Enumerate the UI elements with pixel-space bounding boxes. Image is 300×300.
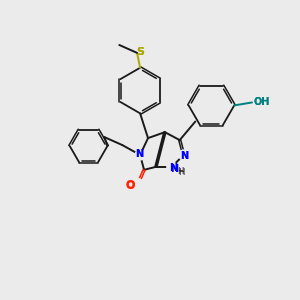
Circle shape [133,179,143,189]
Circle shape [179,150,189,160]
Text: OH: OH [254,98,270,107]
Text: O: O [125,181,135,191]
Text: O: O [125,180,135,190]
Text: N: N [181,151,189,161]
Text: N: N [170,164,178,174]
Circle shape [167,162,177,172]
Text: N: N [135,149,143,159]
Text: OH: OH [254,98,270,107]
Text: N: N [169,163,177,173]
Text: S: S [136,47,144,57]
Text: S: S [136,47,144,57]
Text: N: N [181,151,189,161]
Text: N: N [135,149,143,159]
Circle shape [135,150,145,160]
Text: H: H [178,167,184,176]
Text: H: H [178,168,185,177]
